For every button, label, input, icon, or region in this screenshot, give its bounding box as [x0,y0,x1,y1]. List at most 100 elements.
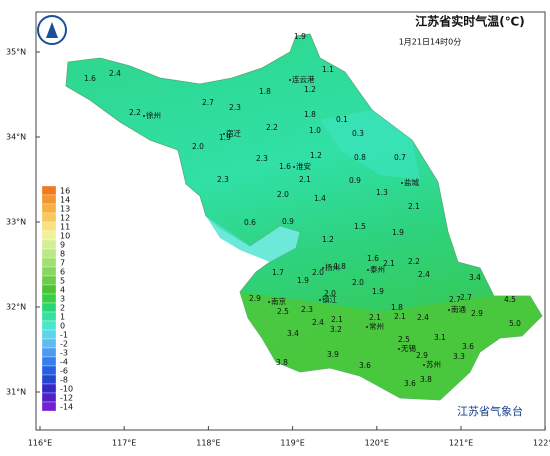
station-value: 2.1 [331,315,343,324]
city-dot [322,267,324,269]
city-dot [223,133,225,135]
station-value: 2.5 [277,307,289,316]
logo-mark [46,22,58,38]
city-dot [268,301,270,303]
station-value: 0.3 [352,129,364,138]
legend-swatch [41,293,57,304]
legend-label: 11 [60,223,70,232]
legend-label: -2 [60,340,68,349]
title: 江苏省实时气温(℃) [415,14,525,29]
station-value: 0.9 [282,217,294,226]
station-value: 1.8 [334,262,346,271]
legend-swatch [41,365,57,376]
legend-swatch [41,239,57,250]
station-value: 1.9 [372,287,384,296]
station-value: 2.3 [217,175,229,184]
station-value: 2.0 [352,278,364,287]
city-name: 无锡 [401,344,416,353]
legend-label: 12 [60,214,70,223]
legend-swatch [41,401,57,412]
city-dot [143,115,145,117]
city-name: 南京 [271,296,286,306]
legend-swatch [41,311,57,322]
legend-swatch [41,392,57,403]
legend-swatch [41,302,57,313]
legend-label: -6 [60,367,68,376]
station-value: 1.6 [279,162,291,171]
station-value: 3.6 [359,361,371,370]
legend-swatch [41,221,57,232]
city-dot [366,326,368,328]
station-value: 2.2 [266,123,278,132]
station-value: 2.3 [301,305,313,314]
legend-label: 14 [60,196,70,205]
city-dot [398,348,400,350]
station-value: 3.4 [287,329,299,338]
station-value: 1.4 [314,194,326,203]
legend-swatch [41,203,57,214]
legend-swatch [41,185,57,196]
station-value: 1.2 [322,235,334,244]
city-dot [367,269,369,271]
lon-label: 122°E [533,439,550,448]
legend-swatch [41,284,57,295]
legend-swatch [41,356,57,367]
lon-label: 121°E [449,439,473,448]
legend-label: -8 [60,376,68,385]
legend-swatch [41,230,57,241]
station-value: 3.1 [434,333,446,342]
station-value: 2.4 [418,270,430,279]
station-value: 1.7 [272,268,284,277]
city-dot [423,364,425,366]
station-value: 0.9 [349,176,361,185]
city-name: 徐州 [146,110,161,120]
station-value: 3.8 [276,358,288,367]
legend-label: 1 [60,313,65,322]
legend-swatch [41,212,57,223]
legend-label: -1 [60,331,68,340]
station-value: 2.9 [471,309,483,318]
legend-label: -12 [60,394,73,403]
legend-swatch [41,329,57,340]
city-name: 淮安 [296,161,311,171]
station-value: 2.7 [202,98,214,107]
lat-label: 35°N [6,48,26,57]
station-value: 2.1 [394,312,406,321]
city-name: 常州 [369,322,384,331]
legend-label: 2 [60,304,65,313]
lat-label: 34°N [6,133,26,142]
cool-region [206,216,300,262]
station-value: 1.2 [304,85,316,94]
station-value: 2.5 [398,335,410,344]
station-value: 2.2 [129,108,141,117]
station-value: 2.1 [383,259,395,268]
station-value: 3.3 [453,352,465,361]
station-value: 2.2 [408,257,420,266]
station-value: 2.7 [449,295,461,304]
station-value: 1.9 [294,32,306,41]
city-dot [448,309,450,311]
legend-swatch [41,320,57,331]
lon-label: 119°E [280,439,304,448]
station-value: 2.3 [229,103,241,112]
lat-label: 31°N [6,388,26,397]
station-value: 1.8 [391,303,403,312]
city-dot [319,299,321,301]
station-value: 2.1 [369,313,381,322]
lon-label: 120°E [365,439,389,448]
lon-label: 117°E [112,439,136,448]
station-value: 3.2 [330,325,342,334]
city-dot [289,79,291,81]
legend-swatch [41,374,57,385]
legend-label: 7 [60,259,65,268]
legend-label: -3 [60,349,68,358]
legend-swatch [41,248,57,259]
station-value: 2.4 [417,313,429,322]
legend-label: 16 [60,187,70,196]
city-name: 苏州 [426,359,441,369]
station-value: 3.8 [420,375,432,384]
footer: 江苏省气象台 [457,404,523,418]
station-value: 1.3 [376,188,388,197]
station-value: 2.0 [324,289,336,298]
